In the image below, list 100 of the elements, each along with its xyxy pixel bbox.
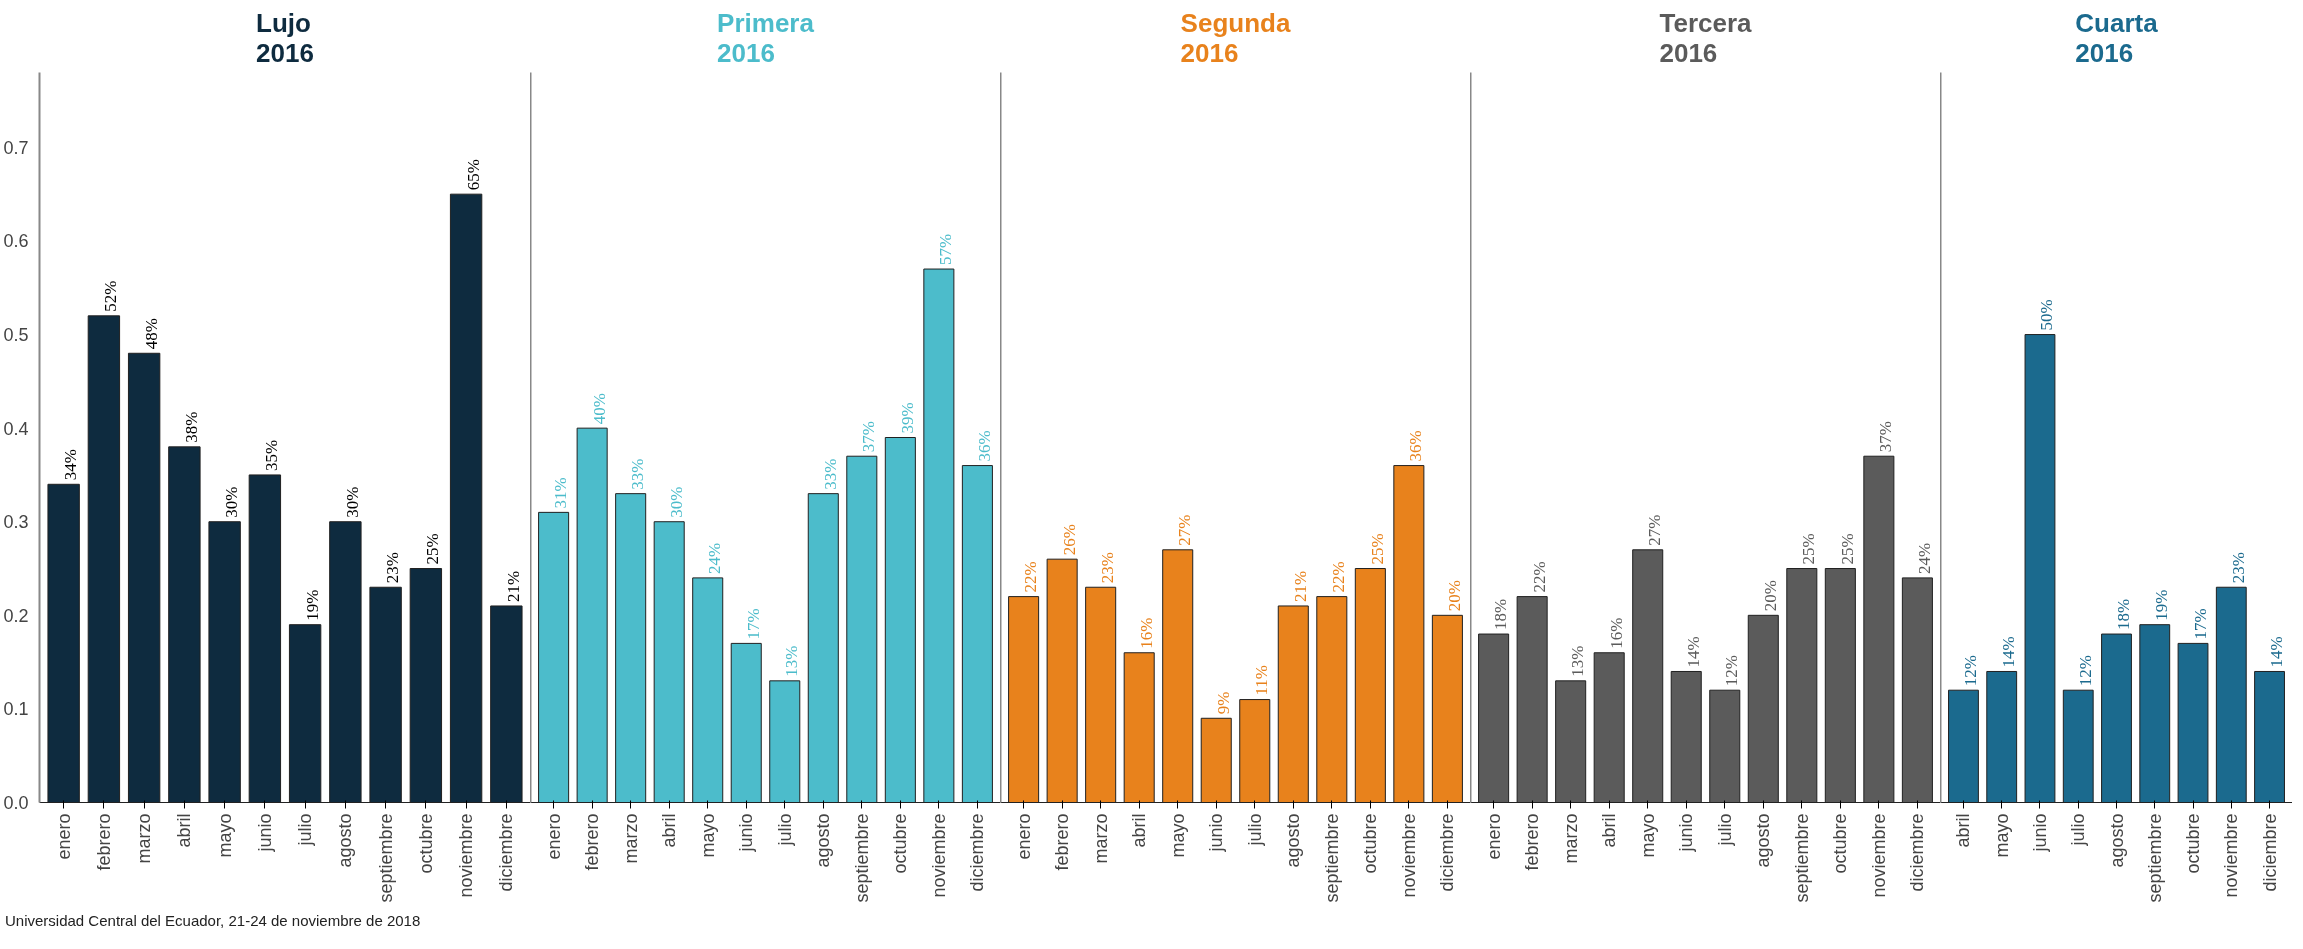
- x-tick-label: enero: [543, 813, 564, 860]
- chart-title: Tercera 2016: [1659, 7, 1753, 68]
- x-tick-label: abril: [659, 813, 680, 848]
- data-label: 12%: [1960, 655, 1980, 687]
- data-label: 48%: [141, 318, 161, 350]
- data-label: 17%: [2190, 608, 2210, 640]
- x-tick-label: abril: [1129, 813, 1150, 848]
- x-tick-label: julio: [1714, 813, 1735, 847]
- data-label: 31%: [551, 477, 571, 509]
- x-tick-label: octubre: [2183, 813, 2204, 874]
- x-tick-label: junio: [1676, 813, 1697, 853]
- x-tick-label: diciembre: [1437, 813, 1458, 892]
- x-tick-label: septiembre: [851, 813, 872, 903]
- x-tick-label: agosto: [1753, 813, 1774, 868]
- data-label: 65%: [463, 158, 483, 191]
- data-label: 30%: [342, 486, 362, 518]
- x-tick-label: mayo: [1991, 813, 2012, 858]
- data-label: 23%: [2228, 552, 2248, 584]
- data-label: 30%: [222, 486, 242, 518]
- data-label: 19%: [2152, 589, 2172, 621]
- y-tick-label: 0.1: [3, 699, 29, 720]
- x-tick-label: diciembre: [1907, 813, 1928, 892]
- x-tick-label: julio: [1244, 813, 1265, 847]
- x-tick-label: noviembre: [2221, 813, 2242, 898]
- data-label: 27%: [1645, 514, 1665, 546]
- data-label: 18%: [2114, 598, 2133, 631]
- y-tick-label: 0.7: [3, 137, 29, 158]
- data-label: 13%: [1568, 645, 1588, 677]
- y-tick-label: 0.2: [3, 605, 29, 626]
- data-label: 52%: [101, 280, 121, 312]
- data-label: 36%: [1406, 430, 1426, 462]
- x-tick-label: julio: [774, 813, 795, 847]
- data-label: 14%: [1999, 636, 2019, 668]
- x-tick-label: noviembre: [928, 813, 949, 898]
- data-label: 17%: [743, 608, 763, 640]
- data-label: 26%: [1059, 523, 1079, 556]
- x-tick-label: abril: [174, 813, 195, 848]
- data-label: 14%: [2267, 636, 2287, 668]
- data-label: 22%: [1021, 561, 1041, 593]
- x-tick-label: junio: [736, 813, 757, 853]
- data-label: 9%: [1213, 691, 1233, 715]
- x-tick-label: septiembre: [375, 813, 396, 903]
- x-tick-label: junio: [1206, 813, 1227, 853]
- data-label: 50%: [2037, 299, 2057, 331]
- x-tick-label: febrero: [1052, 813, 1073, 871]
- x-tick-label: mayo: [214, 813, 235, 858]
- x-tick-label: mayo: [1637, 813, 1658, 858]
- y-tick-label: 0.4: [3, 418, 29, 439]
- data-label: 25%: [1799, 533, 1819, 565]
- x-tick-label: octubre: [1830, 813, 1851, 874]
- x-tick-label: octubre: [1360, 813, 1381, 874]
- data-label: 21%: [1290, 570, 1310, 602]
- data-label: 40%: [589, 392, 609, 425]
- data-label: 34%: [61, 449, 81, 481]
- x-tick-label: noviembre: [456, 813, 477, 898]
- x-tick-label: junio: [254, 813, 275, 853]
- data-label: 25%: [423, 533, 443, 565]
- data-label: 11%: [1252, 665, 1272, 696]
- data-label: 24%: [1914, 542, 1934, 574]
- data-label: 57%: [936, 233, 956, 266]
- chart-title: Cuarta 2016: [2075, 7, 2159, 68]
- data-label: 12%: [1722, 655, 1742, 687]
- data-label: 25%: [1837, 533, 1857, 565]
- chart-title: Primera 2016: [717, 7, 815, 68]
- data-label: 21%: [503, 570, 523, 602]
- x-tick-label: septiembre: [2144, 813, 2165, 903]
- x-tick-label: agosto: [335, 813, 356, 868]
- x-tick-label: julio: [295, 813, 316, 847]
- x-tick-label: enero: [1013, 813, 1034, 860]
- data-label: 27%: [1175, 514, 1195, 546]
- x-tick-label: enero: [1483, 813, 1504, 860]
- x-tick-label: diciembre: [496, 813, 517, 892]
- chart-title: Segunda 2016: [1180, 7, 1291, 68]
- data-label: 30%: [666, 486, 686, 518]
- data-label: 22%: [1529, 561, 1549, 593]
- data-label: 38%: [181, 411, 201, 443]
- y-tick-label: 0.6: [3, 231, 29, 252]
- y-tick-label: 0.5: [3, 325, 29, 346]
- y-tick-label: 0.3: [3, 512, 29, 533]
- x-tick-label: diciembre: [967, 813, 988, 892]
- data-label: 14%: [1683, 636, 1703, 668]
- chart-title: Lujo 2016: [256, 7, 314, 68]
- x-tick-label: septiembre: [1791, 813, 1812, 903]
- data-label: 39%: [897, 402, 917, 434]
- data-label: 24%: [705, 542, 725, 574]
- x-tick-label: julio: [2068, 813, 2089, 847]
- x-tick-label: abril: [1953, 813, 1974, 848]
- x-tick-label: agosto: [813, 813, 834, 868]
- data-label: 22%: [1329, 561, 1349, 593]
- x-tick-label: agosto: [2106, 813, 2127, 868]
- data-label: 23%: [383, 552, 403, 584]
- data-label: 23%: [1098, 552, 1118, 584]
- y-tick-label: 0.0: [3, 793, 29, 813]
- data-label: 36%: [974, 430, 994, 462]
- x-tick-label: marzo: [134, 813, 155, 864]
- data-label: 33%: [820, 458, 840, 490]
- data-label: 37%: [859, 421, 879, 453]
- x-tick-label: febrero: [93, 813, 114, 871]
- data-label: 18%: [1491, 598, 1511, 631]
- data-label: 37%: [1876, 421, 1896, 453]
